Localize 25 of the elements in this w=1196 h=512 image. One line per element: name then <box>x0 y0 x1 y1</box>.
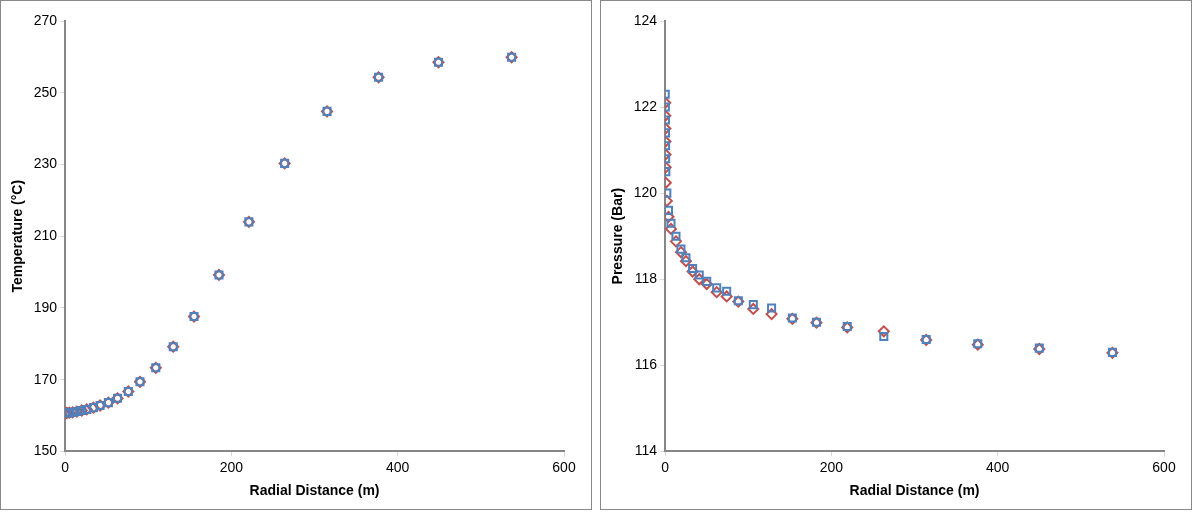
y-axis-title: Pressure (Bar) <box>609 187 626 285</box>
y-tick-label: 250 <box>33 83 58 100</box>
y-tick-label: 270 <box>33 11 58 28</box>
x-axis-title: Radial Distance (m) <box>249 482 380 499</box>
y-tick-label: 230 <box>33 155 58 172</box>
x-tick-label: 600 <box>1152 458 1176 475</box>
y-axis-title: Temperature (°C) <box>9 179 26 293</box>
x-tick-label: 400 <box>386 458 410 475</box>
y-tick-label: 190 <box>33 298 58 315</box>
y-tick-label: 124 <box>633 11 658 28</box>
y-tick-label: 120 <box>633 184 658 201</box>
x-tick-label: 0 <box>61 458 70 475</box>
y-tick-label: 210 <box>33 227 58 244</box>
x-axis-title: Radial Distance (m) <box>849 482 980 499</box>
x-tick-label: 600 <box>552 458 576 475</box>
x-tick-label: 200 <box>819 458 844 475</box>
y-tick-label: 116 <box>634 356 658 373</box>
x-tick-label: 200 <box>219 458 244 475</box>
y-tick-label: 150 <box>33 442 58 459</box>
y-tick-label: 122 <box>633 97 658 114</box>
y-tick-label: 170 <box>33 370 58 387</box>
y-tick-label: 114 <box>634 442 658 459</box>
y-tick-label: 118 <box>634 270 658 287</box>
x-tick-label: 400 <box>986 458 1010 475</box>
x-tick-label: 0 <box>661 458 670 475</box>
